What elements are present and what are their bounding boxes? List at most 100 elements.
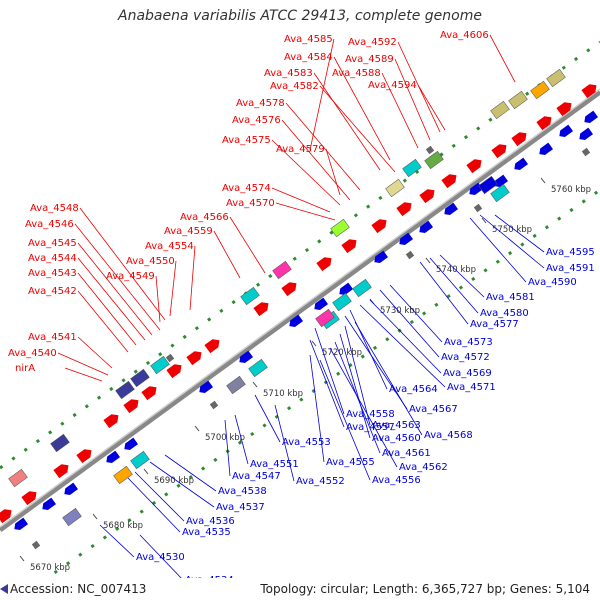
reverse-gene-label: Ava_4562 [399, 462, 448, 473]
reverse-gene-arrow [374, 250, 389, 263]
small-feature [581, 147, 591, 157]
forward-gene-arrow [441, 174, 457, 189]
reverse-gene-arrow [42, 497, 57, 510]
reverse-gene-arrow [199, 380, 214, 393]
gene-block [490, 100, 510, 120]
forward-gene-label: Ava_4542 [28, 286, 77, 297]
forward-gene-arrow [466, 159, 482, 174]
forward-gene-arrow [556, 102, 572, 117]
forward-gene-label: Ava_4582 [270, 81, 319, 92]
reverse-gene-arrow [419, 220, 434, 233]
gene-block [62, 507, 82, 527]
gene-block [402, 158, 422, 178]
forward-gene-arrow [581, 84, 597, 99]
reverse-gene-arrow [314, 297, 329, 310]
gene-block [150, 355, 170, 375]
gene-block [508, 90, 528, 110]
footer: Accession: NC_007413 Topology: circular;… [0, 578, 600, 600]
reverse-gene-arrow [579, 127, 594, 140]
accession-text: Accession: NC_007413 [10, 582, 147, 596]
forward-gene-arrow [491, 144, 507, 159]
forward-gene-label: Ava_4544 [28, 253, 77, 264]
forward-gene-label: Ava_4592 [348, 37, 397, 48]
reverse-gene-arrow [539, 142, 554, 155]
forward-gene-arrow [53, 464, 69, 479]
forward-gene-label: Ava_4554 [145, 241, 194, 252]
reverse-gene-label: Ava_4569 [443, 368, 492, 379]
gene-block [332, 292, 352, 312]
forward-gene-arrow [123, 399, 139, 414]
reverse-gene-label: Ava_4538 [218, 486, 267, 497]
reverse-gene-arrow [14, 517, 29, 530]
reverse-gene-label: Ava_4580 [480, 308, 529, 319]
forward-gene-label: Ava_4589 [345, 54, 394, 65]
small-feature [209, 400, 219, 410]
inner-dot-track [44, 188, 600, 578]
gene-block [272, 260, 292, 280]
gene-block [240, 286, 260, 306]
reverse-gene-label: Ava_4572 [441, 352, 490, 363]
forward-gene-label: Ava_4541 [28, 332, 77, 343]
reverse-gene-label: Ava_4557 [346, 422, 395, 433]
forward-gene-label: Ava_4584 [284, 52, 333, 63]
kbp-ticks: 5670 kbp 5680 kbp 5690 kbp 5700 kbp 5710 kbp… [19, 177, 591, 573]
forward-gene-arrow [0, 509, 12, 524]
reverse-gene-label: Ava_4564 [389, 384, 438, 395]
reverse-gene-label: Ava_4568 [424, 430, 473, 441]
reverse-gene-label: Ava_4534 [185, 575, 234, 578]
forward-gene-label: Ava_4549 [106, 271, 155, 282]
reverse-gene-label: Ava_4558 [346, 409, 395, 420]
kbp-tick-label: 5710 kbp [263, 389, 303, 399]
reverse-gene-arrow [124, 437, 139, 450]
forward-gene-arrow [396, 202, 412, 217]
gene-block [248, 358, 268, 378]
forward-gene-label: nirA [15, 363, 35, 374]
reverse-gene-arrow [64, 482, 79, 495]
forward-gene-label: Ava_4540 [8, 348, 57, 359]
reverse-gene-label: Ava_4560 [372, 433, 421, 444]
forward-gene-arrow [253, 302, 269, 317]
reverse-gene-label: Ava_4552 [296, 476, 345, 487]
forward-gene-label: Ava_4548 [30, 203, 79, 214]
reverse-gene-arrow [584, 110, 599, 123]
small-feature [425, 145, 435, 155]
forward-gene-label: Ava_4570 [226, 198, 275, 209]
genome-map: 5670 kbp 5680 kbp 5690 kbp 5700 kbp 5710 kbp… [0, 30, 600, 578]
forward-gene-label: Ava_4543 [28, 268, 77, 279]
forward-gene-label: Ava_4579 [276, 144, 325, 155]
kbp-tick-label: 5680 kbp [103, 521, 143, 531]
kbp-tick-label: 5670 kbp [30, 563, 70, 573]
forward-gene-arrow [371, 219, 387, 234]
gene-block [424, 150, 444, 170]
forward-gene-arrow [103, 414, 119, 429]
kbp-tick-label: 5700 kbp [205, 433, 245, 443]
gene-block [490, 183, 510, 203]
kbp-tick-label: 5750 kbp [492, 225, 532, 235]
reverse-gene-arrow [494, 174, 509, 187]
reverse-gene-arrow [106, 450, 121, 463]
forward-gene-label: Ava_4550 [126, 256, 175, 267]
forward-gene-arrow [21, 491, 37, 506]
forward-gene-label: Ava_4594 [368, 80, 417, 91]
outer-dot-track [0, 40, 600, 470]
gene-block [385, 178, 405, 198]
forward-gene-label: Ava_4578 [236, 98, 285, 109]
kbp-tick-label: 5720 kbp [322, 348, 362, 358]
reverse-gene-label: Ava_4547 [232, 471, 281, 482]
accession-marker-icon [0, 584, 8, 594]
kbp-tick-label: 5760 kbp [551, 185, 591, 195]
reverse-gene-arrow [514, 157, 529, 170]
forward-gene-label: Ava_4585 [284, 34, 333, 45]
gene-features [0, 68, 599, 550]
gene-labels: Ava_4585 Ava_4592 Ava_4606 Ava_4584 Ava_4589… [8, 30, 595, 578]
gene-block [115, 380, 135, 400]
gene-block [546, 68, 566, 88]
small-feature [31, 540, 41, 550]
genome-backbone [0, 89, 600, 533]
forward-gene-label: Ava_4606 [440, 30, 489, 41]
gene-block [352, 278, 372, 298]
gene-block [130, 450, 150, 470]
gene-block [478, 175, 498, 195]
forward-gene-label: Ava_4576 [232, 115, 281, 126]
forward-gene-label: Ava_4574 [222, 183, 271, 194]
